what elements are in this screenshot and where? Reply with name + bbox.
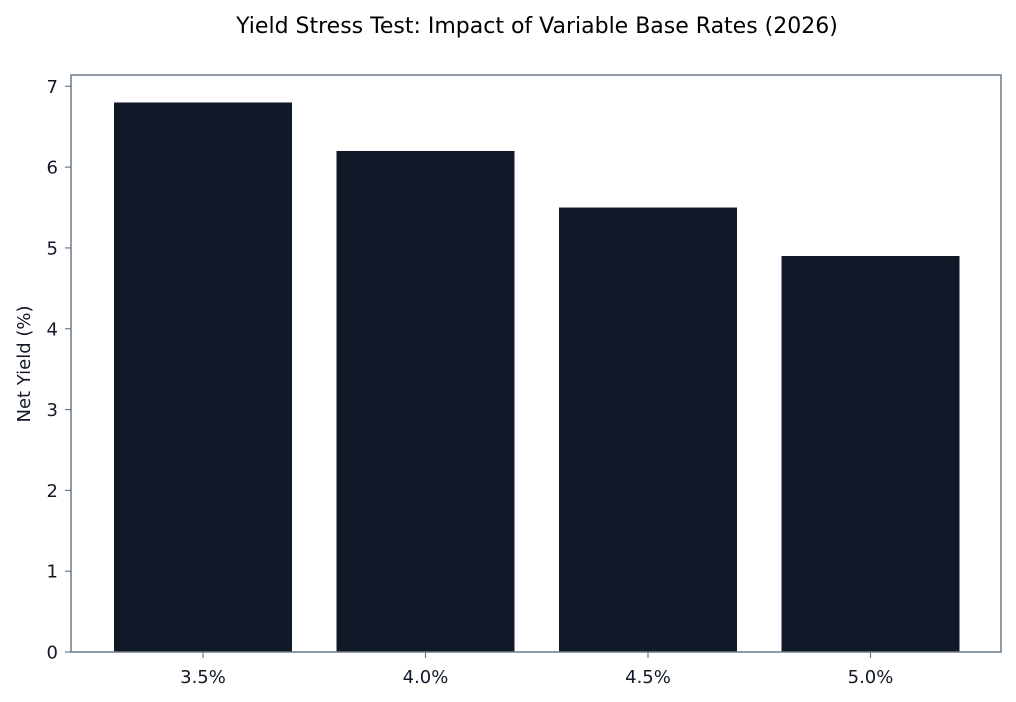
plot-area: 3.5% 4.0% 4.5% 5.0% 0 1 2 3 4 5 6 7 <box>47 74 1002 688</box>
bar-50 <box>781 256 960 652</box>
y-tick-label: 1 <box>47 562 58 583</box>
y-tick-label: 6 <box>47 158 58 179</box>
x-tick-label: 4.0% <box>403 667 449 688</box>
x-tick-label: 4.5% <box>625 667 671 688</box>
bar-35 <box>114 102 292 653</box>
y-tick-label: 3 <box>47 400 58 421</box>
x-tick-label: 3.5% <box>180 667 226 688</box>
y-tick-label: 4 <box>47 319 58 340</box>
bar-45 <box>559 207 737 652</box>
y-tick-label: 7 <box>47 77 58 98</box>
y-tick-label: 5 <box>47 238 58 259</box>
bar-40 <box>336 150 515 652</box>
x-tick-label: 5.0% <box>848 667 894 688</box>
plot-frame <box>70 74 1002 653</box>
y-tick-label: 0 <box>47 643 58 664</box>
y-tick-label: 2 <box>47 481 58 502</box>
chart-title: Yield Stress Test: Impact of Variable Ba… <box>235 14 838 39</box>
y-axis-label: Net Yield (%) <box>14 305 35 422</box>
